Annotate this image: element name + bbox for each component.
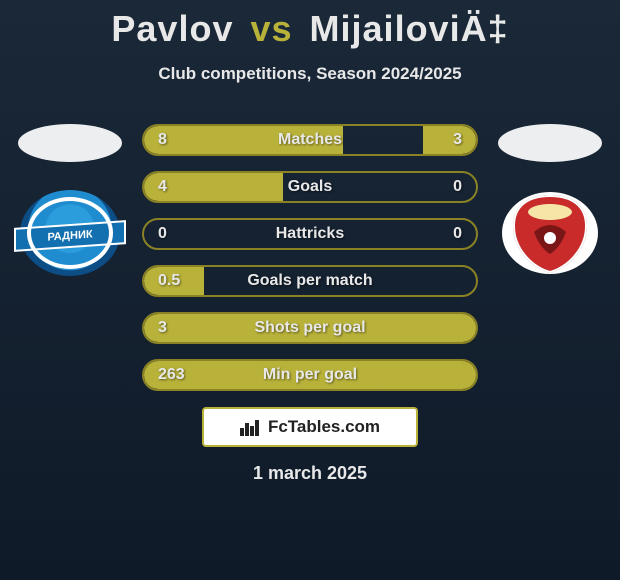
stat-row: 4 Goals 0 — [142, 171, 478, 203]
subtitle: Club competitions, Season 2024/2025 — [10, 64, 610, 84]
stat-label: Shots per goal — [254, 319, 365, 337]
date-text: 1 march 2025 — [10, 463, 610, 484]
stat-label: Min per goal — [263, 366, 357, 384]
brand-text: FcTables.com — [268, 417, 380, 437]
stat-value-right: 0 — [453, 225, 462, 243]
left-badge-ribbon: РАДНИК — [14, 220, 126, 252]
player2-avatar — [498, 124, 602, 162]
left-side: РАДНИК — [10, 124, 130, 276]
stat-value-left: 8 — [158, 131, 167, 149]
stat-row: 3 Shots per goal — [142, 312, 478, 344]
stat-label: Matches — [278, 131, 342, 149]
stat-value-right: 3 — [453, 131, 462, 149]
stat-value-left: 4 — [158, 178, 167, 196]
stat-label: Goals — [288, 178, 332, 196]
stat-label: Goals per match — [247, 272, 372, 290]
page-title: Pavlov vs MijailoviÄ‡ — [10, 8, 610, 50]
player1-avatar — [18, 124, 122, 162]
stats-list: 8 Matches 3 4 Goals 0 0 Hattricks 0 0.5 Goals per … — [142, 124, 478, 391]
stat-value-right: 0 — [453, 178, 462, 196]
club-badge-left: РАДНИК — [20, 190, 120, 276]
stat-value-left: 0.5 — [158, 272, 180, 290]
player1-name: Pavlov — [111, 8, 233, 49]
stat-value-left: 263 — [158, 366, 185, 384]
stat-row: 0.5 Goals per match — [142, 265, 478, 297]
stat-row: 263 Min per goal — [142, 359, 478, 391]
club-badge-right — [500, 190, 600, 276]
vs-text: vs — [250, 8, 292, 49]
player2-name: MijailoviÄ‡ — [310, 8, 509, 49]
stat-row: 8 Matches 3 — [142, 124, 478, 156]
brand-box[interactable]: FcTables.com — [202, 407, 418, 447]
stat-fill-right — [423, 126, 476, 154]
stat-value-left: 0 — [158, 225, 167, 243]
right-side — [490, 124, 610, 276]
bar-chart-icon — [240, 418, 262, 436]
stat-label: Hattricks — [276, 225, 344, 243]
main-panel: РАДНИК 8 Matches 3 4 Goals 0 0 Hattricks 0 0.5 Goa… — [10, 124, 610, 391]
stat-row: 0 Hattricks 0 — [142, 218, 478, 250]
stat-value-left: 3 — [158, 319, 167, 337]
